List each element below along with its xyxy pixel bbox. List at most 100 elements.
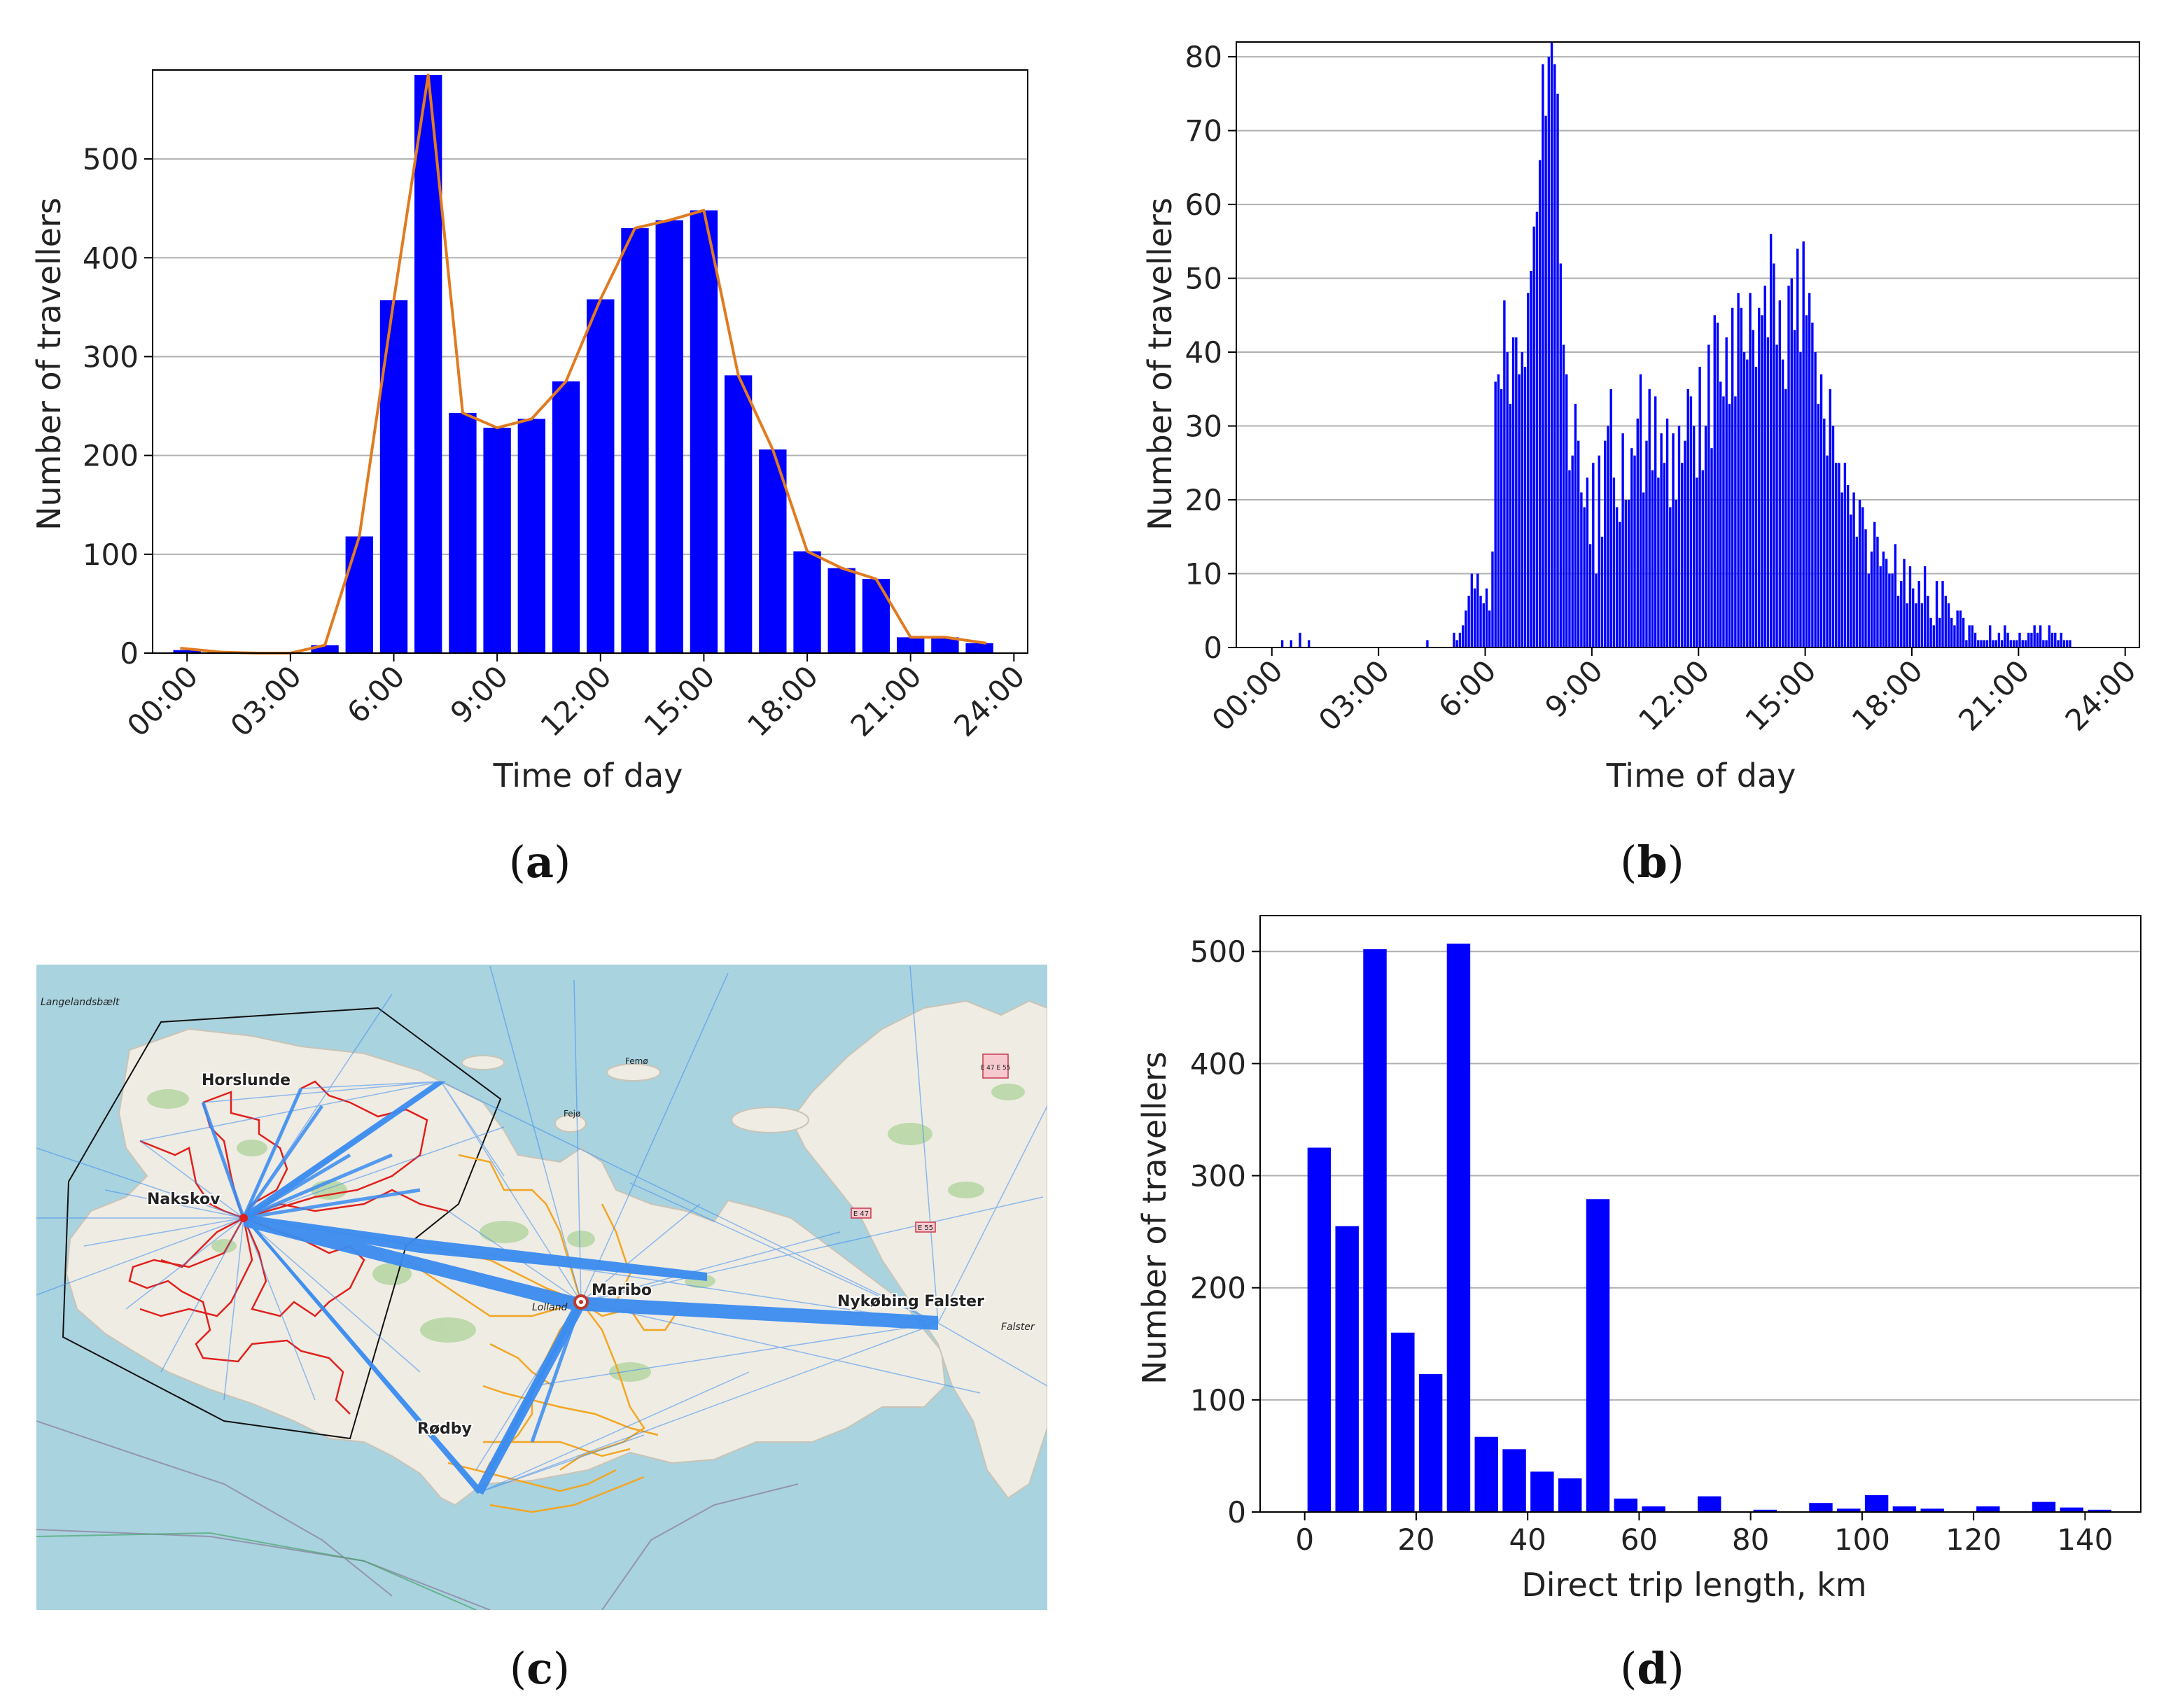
bar <box>1542 64 1544 648</box>
bar <box>1740 307 1743 648</box>
bar <box>1953 625 1956 648</box>
bar <box>1802 241 1805 648</box>
bar <box>1938 617 1941 648</box>
bar <box>2042 640 2045 648</box>
x-tick-label: 6:00 <box>340 659 411 729</box>
bar <box>1642 492 1645 648</box>
bar <box>1831 426 1835 648</box>
bar <box>1657 477 1660 648</box>
bar <box>1962 617 1965 648</box>
bar <box>1518 374 1521 648</box>
chart-b-grid <box>1236 56 2139 575</box>
bar <box>1787 286 1790 648</box>
bar <box>1559 263 1562 648</box>
y-tick-label: 50 <box>1185 262 1222 296</box>
chart-b-xlabel: Time of day <box>1606 757 1796 794</box>
map-label-fejo: Fejø <box>564 1109 580 1119</box>
bar <box>1799 352 1802 648</box>
bar <box>1482 603 1485 648</box>
bar <box>1675 500 1677 648</box>
y-tick-label: 300 <box>1190 1159 1246 1194</box>
bar <box>827 568 855 653</box>
chart-d-ylabel: Number of travellers <box>1136 1051 1173 1385</box>
map-island <box>606 1063 661 1082</box>
bar <box>1307 1147 1332 1512</box>
y-tick-label: 200 <box>83 439 139 473</box>
bar <box>1568 470 1571 648</box>
bar <box>1307 640 1311 648</box>
bar <box>1929 617 1932 648</box>
bar <box>2054 632 2057 648</box>
x-tick-label: 18:00 <box>741 659 825 743</box>
bar <box>1532 226 1535 648</box>
y-tick-label: 30 <box>1185 410 1222 444</box>
bar <box>1642 1506 1665 1512</box>
bar <box>1864 1494 1889 1512</box>
x-tick-label: 12:00 <box>1632 653 1716 737</box>
y-tick-label: 100 <box>1190 1383 1246 1418</box>
bar <box>1728 403 1731 648</box>
bar <box>1823 418 1826 648</box>
bar <box>1698 1496 1721 1512</box>
bar <box>1977 640 1980 648</box>
y-tick-label: 300 <box>83 340 139 374</box>
bar <box>1500 388 1503 648</box>
x-tick-label: 15:00 <box>1738 653 1822 737</box>
chart-b-frame <box>1236 41 2140 648</box>
bar <box>1846 484 1850 648</box>
bar <box>1363 949 1387 1512</box>
bar <box>1660 433 1663 648</box>
x-tick-label: 24:00 <box>2059 653 2143 737</box>
bar <box>1817 403 1820 648</box>
bar <box>1997 632 2001 648</box>
bar <box>1455 640 1458 648</box>
y-tick-label: 20 <box>1185 483 1222 517</box>
bar <box>1819 374 1823 648</box>
bar <box>1838 463 1840 648</box>
bar <box>2036 632 2039 648</box>
bar <box>1550 42 1553 648</box>
bar <box>1701 470 1705 648</box>
bar <box>1927 596 1929 648</box>
map-label-langelandsbaelt: Langelandsbælt <box>41 997 120 1008</box>
map-island <box>461 1055 505 1070</box>
bar <box>1852 492 1855 648</box>
map-hub-marker <box>579 1300 583 1304</box>
y-tick-label: 0 <box>1227 1495 1246 1530</box>
chart-a-xlabel: Time of day <box>493 757 683 794</box>
bar <box>2066 640 2069 648</box>
bar <box>2057 640 2060 648</box>
bar <box>1547 57 1551 648</box>
bar <box>1840 492 1843 648</box>
bar <box>1956 610 1959 648</box>
bar <box>2060 632 2062 648</box>
x-tick-label: 0 <box>1295 1522 1314 1557</box>
x-tick-label: 03:00 <box>224 659 308 743</box>
map-zone-boundary <box>62 1007 502 1440</box>
bar <box>1511 337 1515 648</box>
bar <box>1855 536 1859 648</box>
bar <box>1686 388 1689 648</box>
bar <box>1935 581 1938 648</box>
bar <box>1882 551 1885 648</box>
x-tick-label: 24:00 <box>947 659 1031 743</box>
bar <box>1565 374 1568 648</box>
bar <box>1521 352 1523 648</box>
map-hub-marker <box>239 1214 248 1222</box>
bar <box>1725 337 1728 648</box>
map-ferry-lines <box>36 1420 799 1610</box>
bar <box>1515 337 1518 648</box>
bar <box>311 645 339 653</box>
bar <box>1713 315 1716 648</box>
x-tick-label: 00:00 <box>120 659 204 743</box>
x-tick-label: 40 <box>1509 1522 1546 1557</box>
bar <box>2050 632 2054 648</box>
bar <box>1530 271 1532 648</box>
bar <box>1805 315 1808 648</box>
bar <box>1446 944 1471 1512</box>
bar <box>1891 573 1894 648</box>
y-tick-label: 400 <box>1190 1046 1246 1081</box>
bar <box>1479 596 1482 648</box>
bar <box>1665 418 1669 648</box>
